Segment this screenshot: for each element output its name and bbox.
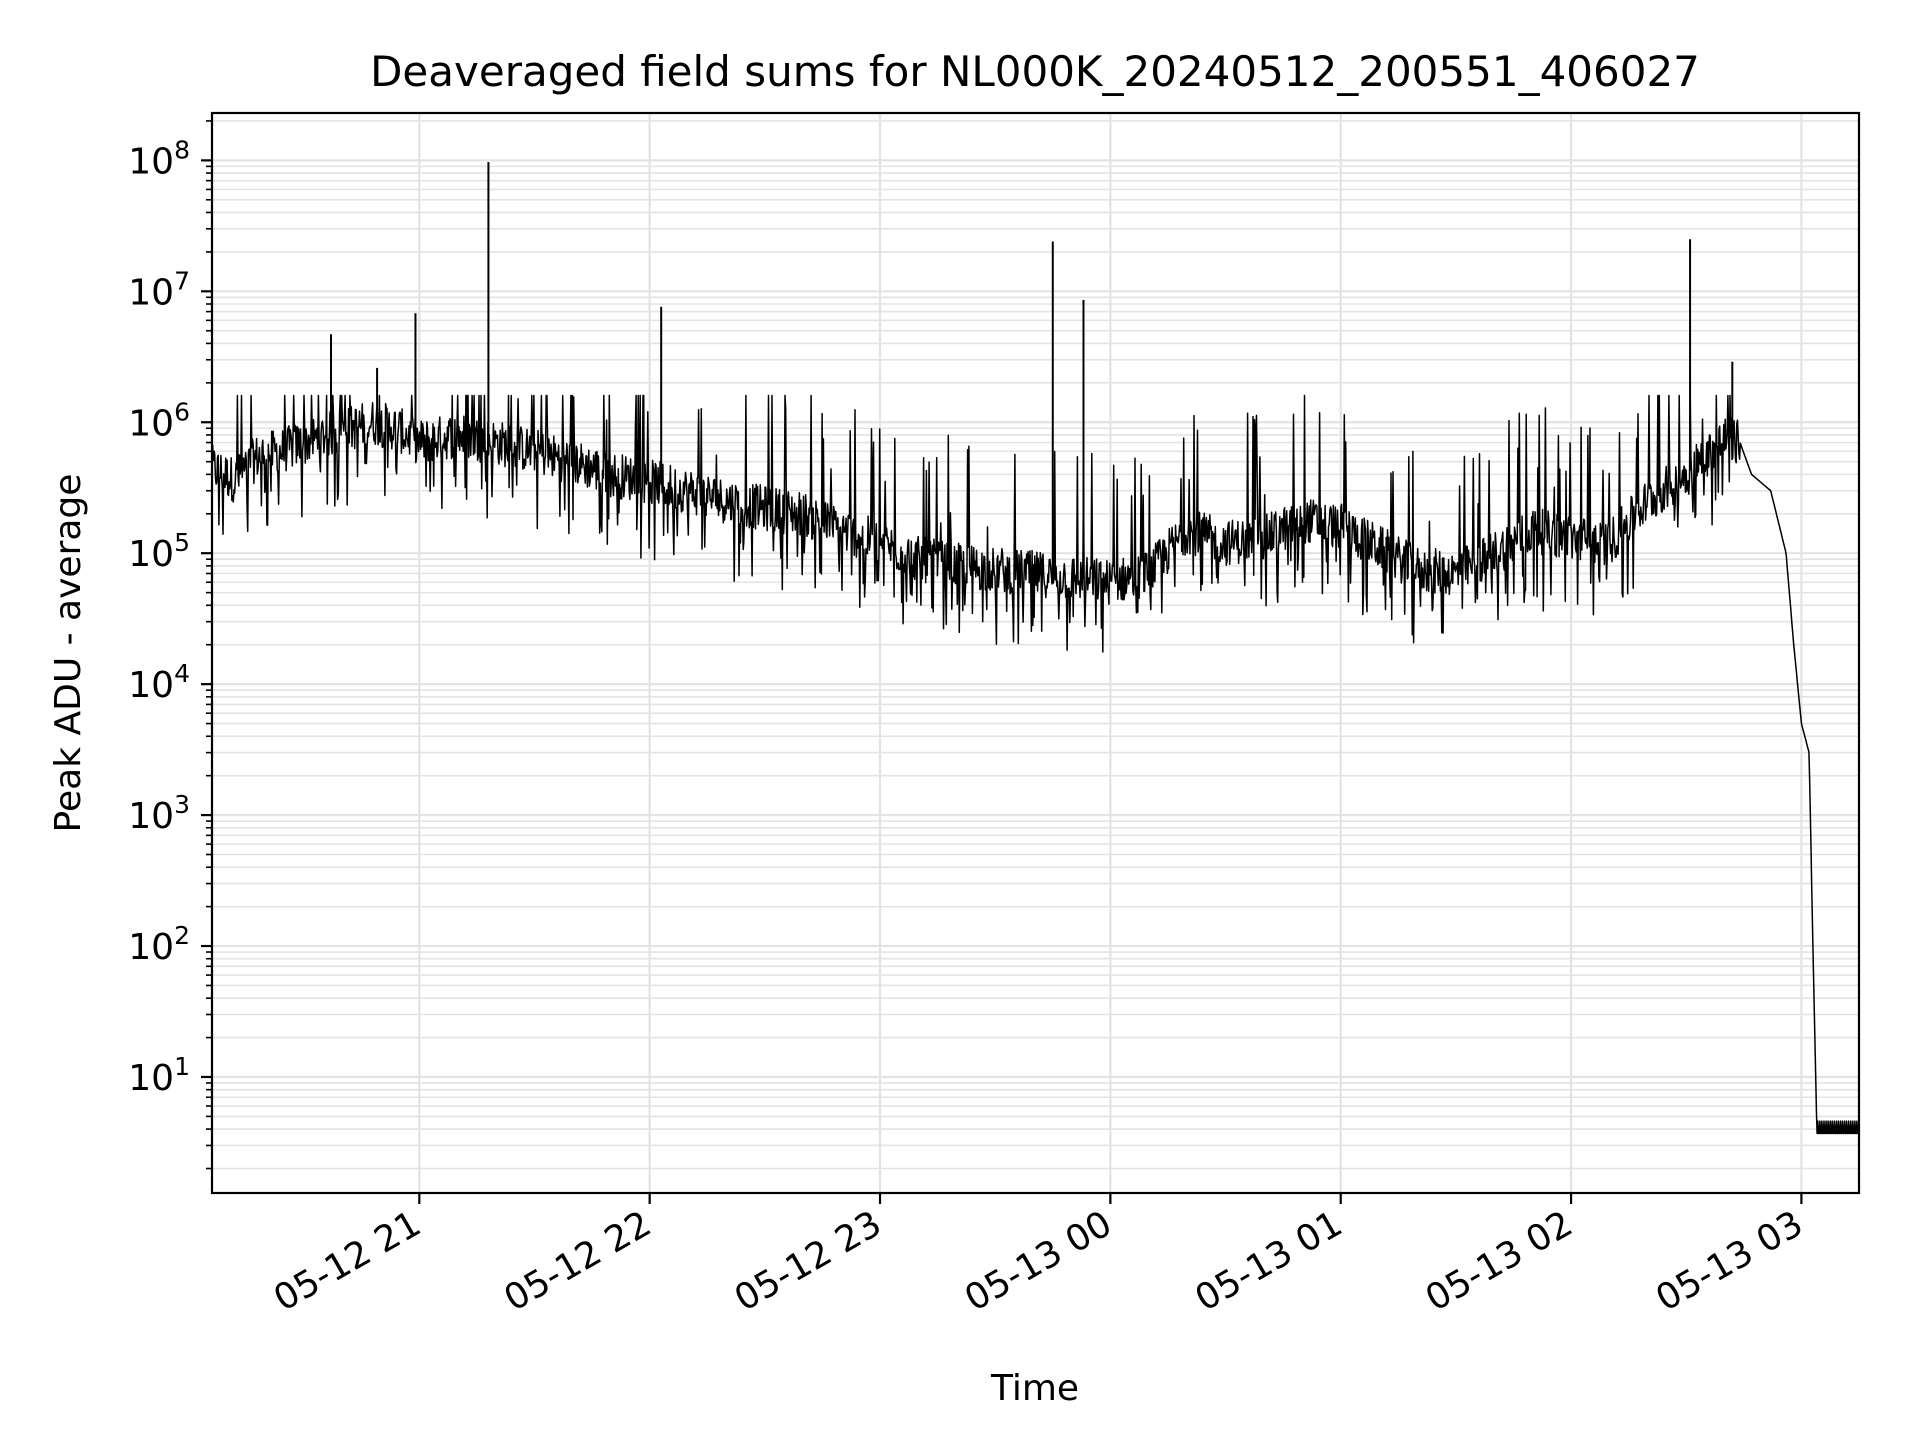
y-tick-label: 108: [128, 135, 190, 182]
y-tick-base: 10: [128, 534, 174, 575]
y-tick-base: 10: [128, 272, 174, 313]
y-tick-exponent: 7: [174, 266, 190, 295]
y-tick-base: 10: [128, 1058, 174, 1099]
y-tick-base: 10: [128, 141, 174, 182]
y-tick-base: 10: [128, 403, 174, 444]
y-tick-label: 105: [128, 528, 190, 575]
x-tick-label: 05-12 23: [728, 1203, 889, 1319]
y-tick-base: 10: [128, 665, 174, 706]
y-tick-base: 10: [128, 927, 174, 968]
y-tick-exponent: 3: [174, 790, 190, 819]
x-tick-label: 05-13 00: [958, 1203, 1119, 1319]
y-tick-base: 10: [128, 796, 174, 837]
series-layer: [211, 162, 1860, 1135]
y-tick-exponent: 6: [174, 397, 190, 426]
y-tick-label: 106: [128, 397, 190, 444]
y-tick-label: 103: [128, 790, 190, 837]
y-tick-exponent: 5: [174, 528, 190, 557]
plot-frame: [210, 111, 1861, 1195]
y-tick-exponent: 2: [174, 921, 190, 950]
x-tick-label: 05-12 22: [497, 1203, 658, 1319]
y-tick-label: 101: [128, 1052, 190, 1099]
x-tick-label: 05-13 03: [1649, 1203, 1810, 1319]
y-tick-label: 102: [128, 921, 190, 968]
y-axis-label: Peak ADU - average: [48, 474, 89, 833]
x-tick-label: 05-12 21: [267, 1203, 428, 1319]
x-tick-label: 05-13 01: [1189, 1203, 1350, 1319]
y-tick-exponent: 1: [174, 1052, 190, 1081]
x-tick-label: 05-13 02: [1419, 1203, 1580, 1319]
grid: [212, 113, 1859, 1193]
x-axis-ticks: 05-12 21 05-12 22 05-12 23 05-13 00 05-13 01…: [267, 1193, 1810, 1320]
y-tick-exponent: 4: [174, 659, 190, 688]
chart-title: Deaveraged field sums for NL000K_2024051…: [370, 47, 1700, 96]
y-tick-label: 104: [128, 659, 190, 706]
y-tick-label: 107: [128, 266, 190, 313]
y-tick-exponent: 8: [174, 135, 190, 164]
series-line: [211, 394, 1860, 1135]
x-axis-label: Time: [990, 1368, 1079, 1409]
